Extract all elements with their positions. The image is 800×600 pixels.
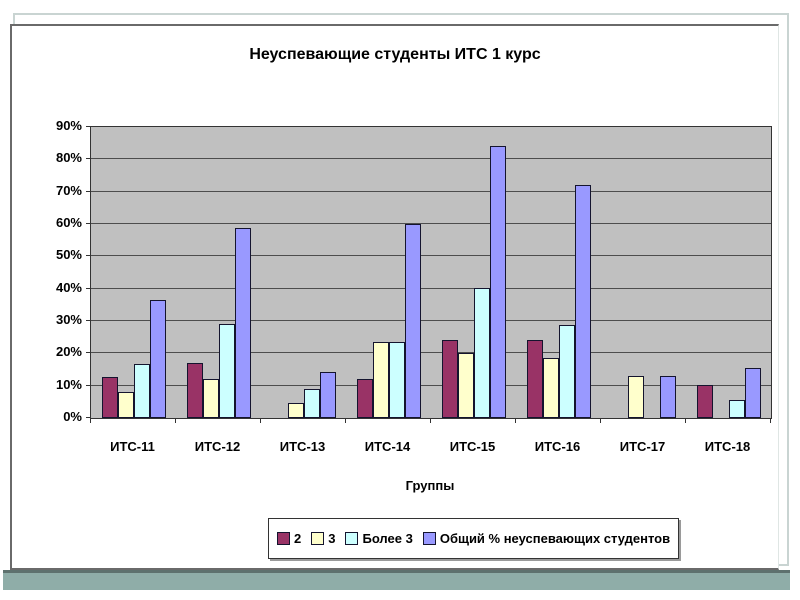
chart-title: Неуспевающие студенты ИТС 1 курс	[249, 46, 541, 63]
bar-ИТС-11-series-2	[117, 391, 134, 418]
y-axis-label: 20%	[55, 344, 82, 360]
x-axis-label: ИТС-14	[364, 439, 411, 454]
bar-ИТС-13-series-2	[287, 403, 304, 418]
gridline	[91, 158, 771, 160]
y-axis-tick	[86, 126, 91, 127]
y-axis-label: 80%	[55, 150, 82, 166]
y-axis-tick	[86, 417, 91, 418]
legend-item: Общий % неуспевающих студентов	[422, 531, 671, 546]
x-axis-label: ИТС-12	[194, 439, 241, 454]
bar-ИТС-14-series-4	[404, 223, 421, 418]
bar-ИТС-18-series-4	[744, 367, 761, 418]
y-axis-tick	[86, 158, 91, 160]
y-axis-tick	[86, 223, 91, 224]
x-axis-tick	[175, 418, 176, 423]
x-axis-label: ИТС-17	[619, 439, 666, 454]
bar-ИТС-16-series-4	[574, 184, 591, 418]
x-axis-label: ИТС-13	[279, 439, 326, 454]
gridline	[91, 190, 771, 192]
legend-swatch	[277, 532, 290, 545]
gridline	[91, 255, 771, 257]
y-axis-tick	[86, 190, 91, 192]
legend-label: Общий % неуспевающих студентов	[439, 531, 671, 546]
x-axis-label: ИТС-18	[704, 439, 751, 454]
legend-swatch	[311, 532, 325, 545]
bar-ИТС-14-series-2	[372, 341, 389, 418]
legend-item: 2	[277, 531, 301, 546]
x-axis-tick	[345, 418, 346, 423]
x-axis-tick	[685, 418, 686, 423]
bar-ИТС-11-series-4	[149, 299, 166, 418]
legend-swatch	[345, 532, 359, 545]
x-axis-title: Группы	[405, 478, 455, 493]
bar-ИТС-16-series-2	[542, 357, 559, 418]
legend-swatch	[422, 532, 436, 545]
legend-label: Более 3	[362, 531, 413, 546]
bar-ИТС-13-series-3	[303, 388, 320, 418]
bar-ИТС-11-series-3	[133, 364, 150, 418]
bar-ИТС-12-series-2	[202, 378, 219, 418]
bottom-accent-bar	[3, 570, 790, 590]
y-axis-label: 50%	[55, 247, 82, 263]
bar-ИТС-14-series-3	[388, 341, 405, 418]
legend-label: 2	[294, 531, 302, 546]
x-axis-label: ИТС-15	[449, 439, 496, 454]
legend: 2 3 Более 3 Общий % неуспевающих студентов	[268, 518, 680, 559]
bar-ИТС-15-series-3	[473, 288, 490, 418]
bar-ИТС-12-series-3	[218, 323, 235, 418]
bar-ИТС-15-series-4	[489, 146, 506, 418]
x-axis-tick	[430, 418, 431, 423]
y-axis-label: 0%	[63, 409, 82, 424]
y-axis-tick	[86, 384, 91, 386]
y-axis-label: 10%	[55, 376, 82, 392]
bar-ИТС-18-series-1	[696, 385, 713, 418]
bar-ИТС-17-series-2	[627, 375, 644, 418]
y-axis-tick	[86, 320, 91, 321]
y-axis-label: 60%	[55, 215, 82, 230]
legend-label: 3	[328, 531, 336, 546]
bar-ИТС-12-series-4	[234, 228, 251, 418]
bar-ИТС-16-series-1	[526, 340, 543, 418]
y-axis-label: 70%	[55, 182, 82, 198]
x-axis-tick	[260, 418, 261, 423]
plot-area	[90, 126, 772, 419]
x-axis-tick	[770, 418, 771, 423]
gridline	[91, 287, 771, 289]
bar-ИТС-12-series-1	[186, 362, 203, 418]
x-axis-tick	[515, 418, 516, 423]
y-axis-label: 90%	[55, 118, 82, 133]
y-axis-label: 30%	[55, 312, 82, 327]
x-axis-tick	[90, 418, 91, 423]
bar-ИТС-18-series-3	[728, 399, 745, 418]
x-axis-tick	[600, 418, 601, 423]
y-axis-tick	[86, 352, 91, 354]
x-axis-label: ИТС-11	[110, 439, 155, 454]
bar-ИТС-17-series-4	[659, 375, 676, 418]
x-axis-label: ИТС-16	[534, 439, 581, 454]
gridline	[91, 320, 771, 321]
bar-ИТС-16-series-3	[558, 325, 575, 418]
y-axis-label: 40%	[55, 279, 82, 295]
bar-ИТС-11-series-1	[101, 377, 118, 418]
bar-ИТС-15-series-1	[441, 340, 458, 418]
y-axis-tick	[86, 287, 91, 289]
bar-ИТС-14-series-1	[356, 378, 373, 418]
y-axis-tick	[86, 255, 91, 257]
gridline	[91, 352, 771, 354]
gridline	[91, 384, 771, 386]
bar-ИТС-13-series-4	[319, 372, 336, 418]
legend-item: Более 3	[345, 531, 413, 546]
gridline	[91, 223, 771, 224]
legend-item: 3	[311, 531, 335, 546]
chart-frame: Неуспевающие студенты ИТС 1 курс 0% 10% 20…	[10, 24, 779, 570]
bar-ИТС-15-series-2	[457, 352, 474, 418]
